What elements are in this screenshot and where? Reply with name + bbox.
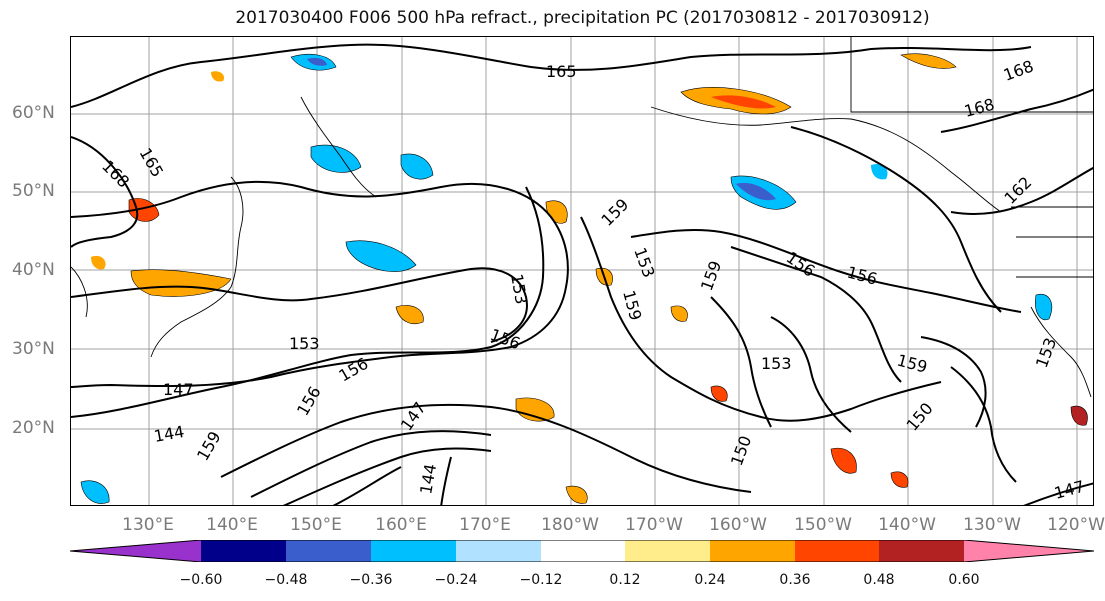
- contour-label: 165: [136, 145, 168, 181]
- lon-label: 130°W: [963, 515, 1021, 535]
- contour-label: 168: [1001, 56, 1036, 84]
- colorbar-segment: [286, 540, 371, 562]
- coastlines: [71, 37, 1093, 398]
- lat-label: 40°N: [12, 260, 55, 280]
- map-canvas: 165 168 165 168 168 162 159 153 156 153 …: [71, 37, 1093, 505]
- colorbar-tick-label: 0.24: [694, 572, 726, 588]
- lat-label: 60°N: [12, 103, 55, 123]
- contour-label: 159: [895, 351, 929, 377]
- colorbar: [70, 540, 1094, 562]
- colorbar-segments: [70, 540, 1094, 562]
- colorbar-segment: [70, 540, 201, 562]
- map-title: 2017030400 F006 500 hPa refract., precip…: [235, 8, 930, 28]
- colorbar-tick-label: 0.36: [779, 572, 811, 588]
- colorbar-segment: [456, 540, 541, 562]
- colorbar-segment: [795, 540, 879, 562]
- contour-label: 147: [163, 380, 194, 399]
- colorbar-segment: [371, 540, 456, 562]
- precip-negative-shading: [80, 54, 1053, 504]
- precip-positive-shading: [91, 53, 1088, 504]
- lon-label: 120°W: [1047, 515, 1105, 535]
- colorbar-tick-label: −0.24: [434, 572, 478, 588]
- contour-label: 144: [152, 422, 185, 446]
- colorbar-tick-label: −0.36: [349, 572, 393, 588]
- graticule: [71, 37, 1093, 505]
- contour-label: 159: [193, 428, 225, 464]
- colorbar-segment: [201, 540, 286, 562]
- contour-label: 153: [761, 354, 792, 373]
- lat-label: 20°N: [12, 418, 55, 438]
- contour-label: 153: [1032, 335, 1060, 370]
- colorbar-tick-label: −0.60: [179, 572, 223, 588]
- lon-label: 160°E: [375, 515, 427, 535]
- contour-label: 156: [845, 263, 879, 289]
- lat-label: 30°N: [12, 339, 55, 359]
- lon-label: 140°W: [878, 515, 936, 535]
- contour-label: 168: [98, 156, 133, 191]
- colorbar-tick-label: 0.48: [863, 572, 895, 588]
- lon-label: 160°W: [709, 515, 767, 535]
- colorbar-tick-label: −0.12: [519, 572, 563, 588]
- contour-label: 153: [630, 245, 658, 280]
- contour-label: 168: [962, 95, 996, 121]
- contour-label: 159: [697, 258, 725, 293]
- contour-label: 159: [597, 195, 632, 230]
- refractivity-contours: [71, 43, 1093, 505]
- lat-label: 50°N: [12, 181, 55, 201]
- lon-label: 140°E: [206, 515, 258, 535]
- lon-label: 170°E: [459, 515, 511, 535]
- colorbar-segment: [879, 540, 964, 562]
- contour-label: 150: [727, 433, 755, 468]
- contour-label: 156: [293, 383, 325, 419]
- contour-label: 159: [619, 288, 645, 322]
- lon-label: 150°E: [290, 515, 342, 535]
- colorbar-segment: [541, 540, 625, 562]
- colorbar-tick-label: 0.12: [609, 572, 641, 588]
- contour-label: 165: [546, 62, 577, 81]
- contour-label: 156: [336, 354, 372, 386]
- lon-label: 150°W: [794, 515, 852, 535]
- colorbar-segment: [710, 540, 795, 562]
- map-panel: 165 168 165 168 168 162 159 153 156 153 …: [70, 36, 1094, 506]
- colorbar-segment: [964, 540, 1094, 562]
- colorbar-tick-label: −0.48: [264, 572, 308, 588]
- contour-label-group: 165 168 165 168 168 162 159 153 156 153 …: [98, 56, 1086, 502]
- lon-label: 130°E: [122, 515, 174, 535]
- contour-label: 153: [289, 334, 320, 353]
- contour-label: 147: [1052, 477, 1086, 503]
- contour-label: 144: [416, 462, 440, 495]
- contour-label: 153: [507, 272, 531, 305]
- lon-label: 170°W: [625, 515, 683, 535]
- lon-label: 180°W: [541, 515, 599, 535]
- colorbar-segment: [625, 540, 710, 562]
- colorbar-tick-label: 0.60: [948, 572, 980, 588]
